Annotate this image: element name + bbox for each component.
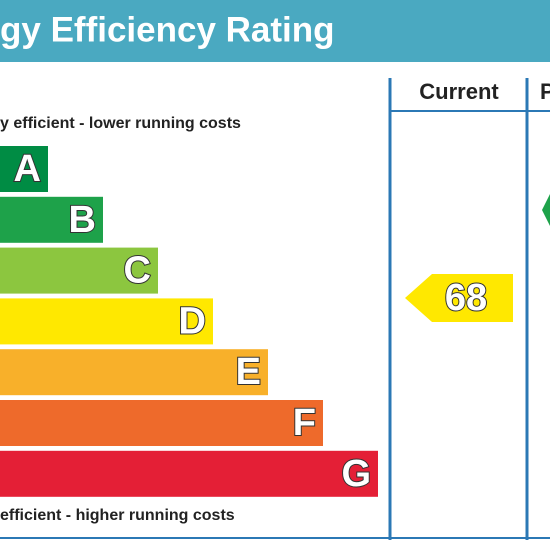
band-letter: F: [293, 402, 316, 444]
potential-arrow: [542, 194, 550, 226]
title-bar: [0, 0, 550, 62]
band-letter: G: [341, 453, 371, 495]
current-rating: 68: [445, 277, 487, 319]
band-bar: [0, 247, 158, 294]
top-note: y efficient - lower running costs: [0, 115, 241, 132]
band-bar: [0, 349, 268, 396]
band-letter: C: [124, 250, 151, 292]
band-letter: B: [69, 199, 96, 241]
band-bar: [0, 400, 323, 446]
current-arrow: [405, 274, 513, 322]
band-bar: [0, 450, 378, 497]
column-header: P: [540, 79, 550, 104]
bottom-note: efficient - higher running costs: [0, 507, 235, 524]
band-bar: [0, 196, 103, 243]
column-header: Current: [419, 79, 499, 104]
band-letter: E: [236, 351, 261, 393]
band-bar: [0, 298, 213, 345]
band-letter: D: [179, 300, 206, 342]
band-bar: [0, 146, 48, 192]
band-letter: A: [14, 148, 41, 190]
title: gy Efficiency Rating: [0, 10, 335, 49]
